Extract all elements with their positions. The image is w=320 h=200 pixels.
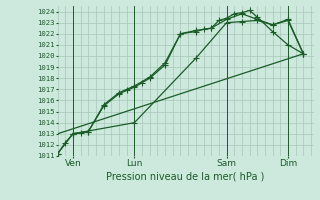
X-axis label: Pression niveau de la mer( hPa ): Pression niveau de la mer( hPa ) <box>107 171 265 181</box>
